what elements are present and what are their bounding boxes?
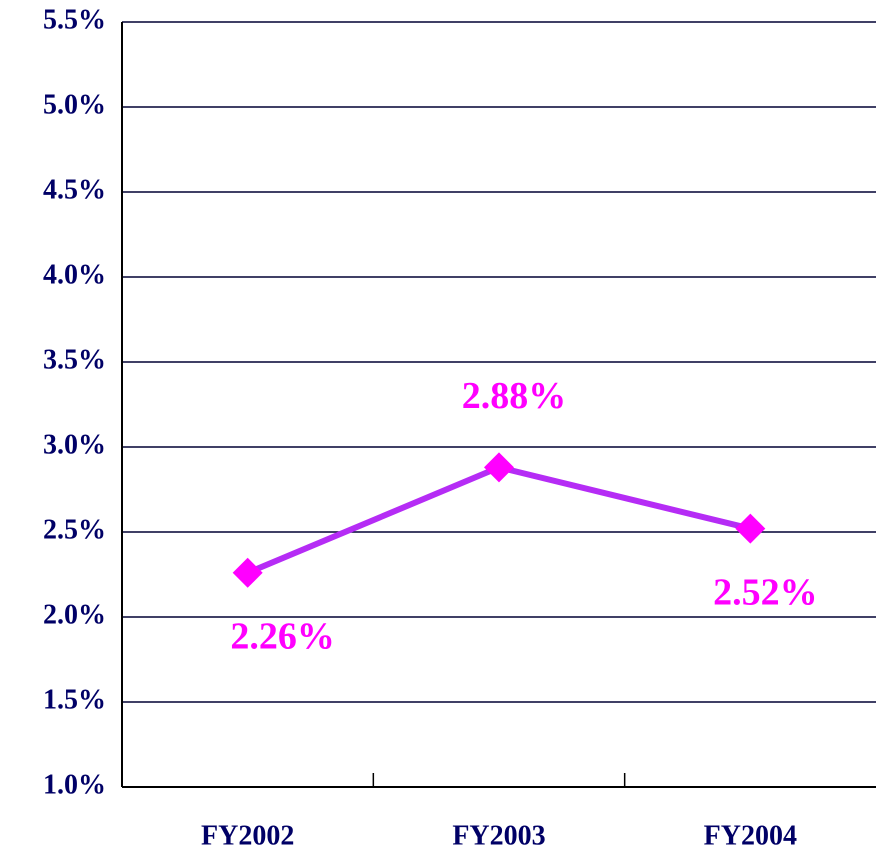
line	[246, 464, 752, 576]
value-label: 2.26%	[230, 616, 335, 658]
y-tick-label: 1.5%	[43, 684, 106, 715]
value-label: 2.88%	[462, 375, 567, 417]
y-tick-label: 2.0%	[43, 599, 106, 630]
y-tick-label: 4.5%	[43, 174, 106, 205]
marker	[735, 513, 766, 544]
y-tick-label: 2.5%	[43, 514, 106, 545]
y-tick-label: 5.5%	[43, 4, 106, 35]
x-tick-label: FY2003	[452, 820, 545, 851]
y-tick-label: 1.0%	[43, 769, 106, 800]
y-tick-label: 3.5%	[43, 344, 106, 375]
y-tick-label: 4.0%	[43, 259, 106, 290]
value-label: 2.52%	[713, 571, 818, 613]
marker	[232, 557, 263, 588]
x-tick-label: FY2004	[704, 820, 797, 851]
x-tick-label: FY2002	[201, 820, 294, 851]
y-tick-label: 3.0%	[43, 429, 106, 460]
y-tick-label: 5.0%	[43, 89, 106, 120]
marker	[484, 452, 514, 483]
